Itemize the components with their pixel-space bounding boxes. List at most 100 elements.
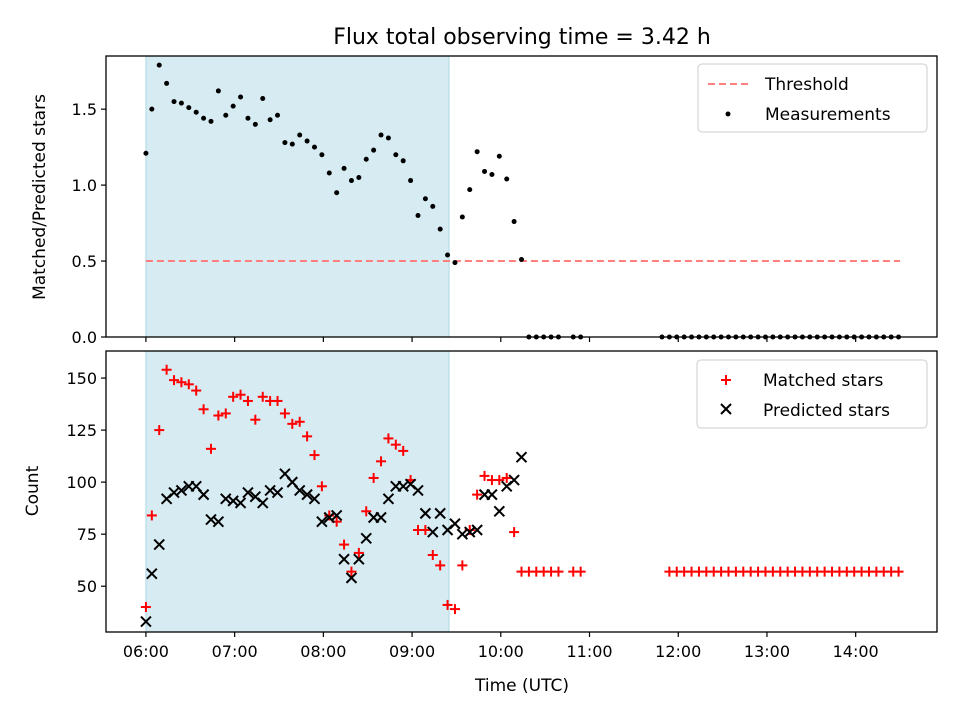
- matched-star-point: [435, 560, 446, 571]
- matched-star-point: [361, 506, 372, 517]
- measurement-point: [171, 99, 177, 105]
- measurement-point: [156, 62, 162, 68]
- predicted-star-stroke: [242, 486, 254, 499]
- measurement-point: [178, 100, 184, 106]
- predicted-star-stroke: [404, 478, 417, 490]
- predicted-star-point: [175, 484, 188, 497]
- x-axis-label: Time (UTC): [474, 676, 569, 696]
- matched-star-point: [449, 604, 460, 615]
- measurement-point: [164, 80, 170, 86]
- matched-star-point: [176, 377, 187, 388]
- matched-star-point: [893, 566, 904, 577]
- predicted-star-stroke: [375, 511, 387, 524]
- x-tick-label: 14:00: [833, 642, 879, 661]
- predicted-star-point: [140, 615, 152, 628]
- measurement-point: [208, 118, 214, 124]
- y-tick-label: 75: [77, 525, 97, 544]
- predicted-star-stroke: [249, 490, 262, 503]
- predicted-star-stroke: [493, 505, 506, 517]
- measurement-point: [393, 152, 399, 158]
- measurement-point: [252, 121, 258, 127]
- x-tick-label: 13:00: [744, 642, 790, 661]
- predicted-star-point: [382, 493, 395, 505]
- top-yticks: 0.0 0.5 1.0 1.5: [72, 100, 106, 347]
- x-tick-label: 12:00: [655, 642, 701, 661]
- matched-star-point: [501, 472, 512, 483]
- measurement-point: [482, 168, 488, 174]
- matched-star-point: [250, 414, 261, 425]
- predicted-star-stroke: [140, 615, 152, 628]
- measurement-point: [149, 106, 155, 112]
- measurement-point: [304, 138, 310, 144]
- measurement-point: [511, 219, 517, 225]
- measurement-point: [519, 257, 524, 263]
- predicted-star-stroke: [330, 509, 343, 522]
- x-tick-label: 06:00: [123, 642, 169, 661]
- matched-star-point: [146, 510, 157, 521]
- measurement-point: [348, 178, 354, 184]
- legend-matched-label: Matched stars: [763, 371, 883, 391]
- legend-threshold-label: Threshold: [764, 75, 849, 95]
- measurement-point: [186, 105, 192, 111]
- predicted-star-stroke: [397, 480, 409, 493]
- matched-star-point: [140, 602, 151, 613]
- measurement-point: [326, 170, 332, 176]
- measurement-point: [452, 260, 458, 266]
- chart-title: Flux total observing time = 3.42 h: [333, 25, 711, 50]
- predicted-star-stroke: [175, 484, 188, 497]
- predicted-star-point: [486, 488, 498, 501]
- y-tick-label: 0.5: [72, 252, 97, 271]
- predicted-star-stroke: [190, 480, 202, 493]
- matched-star-point: [494, 475, 505, 486]
- measurement-point: [400, 158, 406, 164]
- top-panel: 0.0 0.5 1.0 1.5 Matched/Predicted stars Thr…: [30, 55, 938, 347]
- matched-star-point: [390, 439, 401, 450]
- predicted-star-point: [338, 553, 350, 565]
- top-shaded-region: [145, 55, 450, 338]
- matched-star-point: [420, 525, 431, 536]
- matched-star-point: [287, 418, 298, 429]
- predicted-star-point: [427, 526, 439, 538]
- x-tick-label: 08:00: [300, 642, 346, 661]
- predicted-star-point: [330, 509, 343, 522]
- predicted-star-point: [257, 497, 269, 509]
- predicted-star-stroke: [508, 474, 520, 486]
- predicted-star-point: [234, 497, 247, 509]
- y-tick-label: 125: [66, 421, 97, 440]
- matched-star-point: [427, 549, 438, 560]
- measurement-point: [289, 141, 295, 147]
- predicted-star-point: [375, 511, 387, 524]
- predicted-star-stroke: [456, 528, 469, 540]
- predicted-star-point: [471, 524, 483, 536]
- measurement-point: [267, 117, 273, 123]
- x-tick-label: 11:00: [566, 642, 612, 661]
- predicted-star-point: [271, 486, 284, 499]
- predicted-star-point: [353, 553, 365, 565]
- measurement-point: [496, 153, 502, 159]
- predicted-star-stroke: [197, 488, 210, 501]
- matched-star-point: [353, 547, 364, 558]
- predicted-star-stroke: [427, 526, 439, 538]
- y-tick-label: 100: [66, 473, 97, 492]
- matched-star-point: [457, 560, 468, 571]
- bottom-legend-box: [696, 359, 928, 429]
- matched-star-point: [257, 391, 268, 402]
- y-tick-label: 1.5: [72, 100, 97, 119]
- predicted-star-stroke: [419, 507, 432, 520]
- predicted-star-stroke: [323, 511, 335, 524]
- measurement-point: [341, 165, 347, 171]
- predicted-star-stroke: [301, 488, 313, 501]
- predicted-star-stroke: [382, 493, 395, 505]
- y-tick-label: 0.0: [72, 328, 97, 347]
- top-legend: Threshold Measurements: [697, 63, 928, 133]
- measurement-point: [193, 109, 199, 115]
- legend-matched-swatch: [721, 375, 731, 385]
- measurement-point: [504, 176, 510, 182]
- predicted-star-stroke: [234, 497, 247, 509]
- predicted-star-stroke: [293, 484, 306, 497]
- predicted-star-stroke: [434, 507, 446, 520]
- matched-star-point: [575, 566, 586, 577]
- matched-star-point: [272, 395, 283, 406]
- predicted-star-stroke: [515, 451, 528, 463]
